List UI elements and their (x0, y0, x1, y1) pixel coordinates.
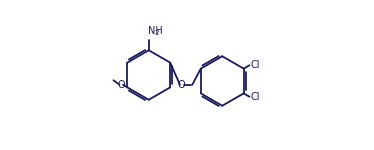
Text: NH: NH (148, 26, 162, 36)
Text: O: O (178, 80, 186, 90)
Text: Cl: Cl (250, 60, 260, 70)
Text: Cl: Cl (250, 92, 260, 102)
Text: O: O (117, 80, 125, 90)
Text: 2: 2 (154, 30, 159, 36)
